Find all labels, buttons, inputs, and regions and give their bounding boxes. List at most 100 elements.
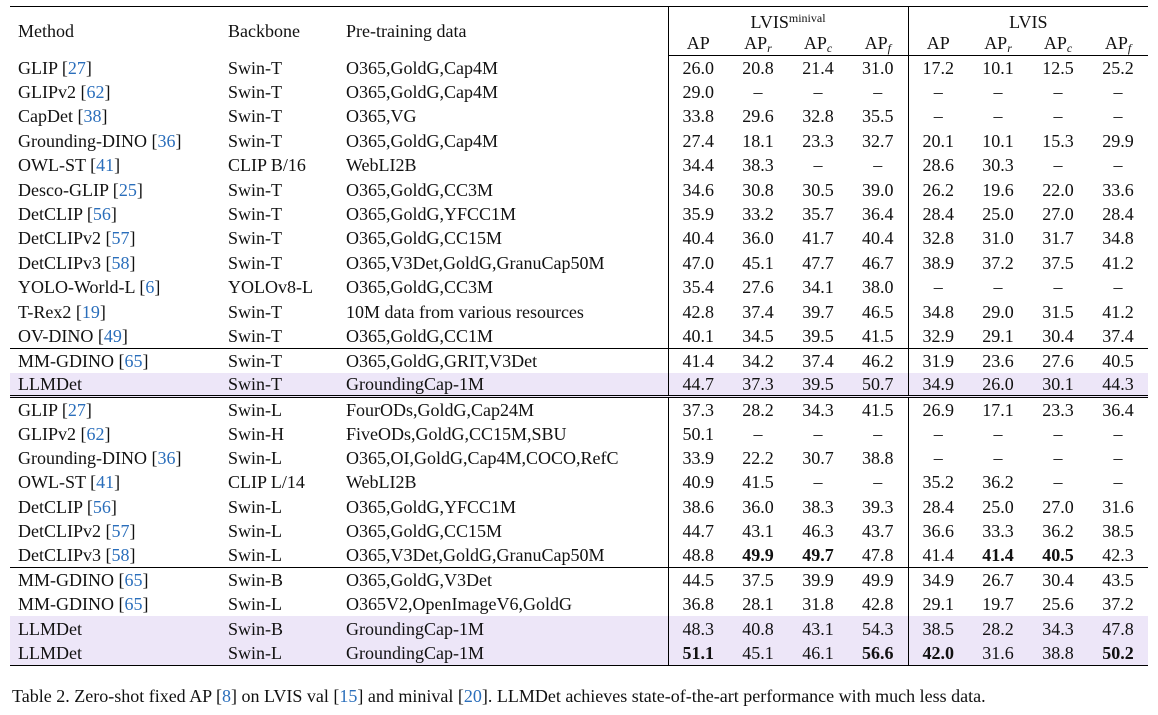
value-cell: – bbox=[813, 82, 823, 103]
data-cell: WebLI2B bbox=[338, 153, 669, 178]
value-cell: 30.3 bbox=[982, 155, 1014, 176]
table-row: LLMDet Swin-B GroundingCap-1M 48.3 40.8 43.1 5… bbox=[10, 616, 1149, 641]
value-cell: 46.7 bbox=[848, 250, 909, 276]
table-section: MM-GDINO [65] Swin-T O365,GoldG,GRIT,V3Det… bbox=[10, 347, 1149, 397]
table-row: GLIP [27] Swin-T O365,GoldG,Cap4M 26.0 20.8 2… bbox=[10, 55, 1148, 80]
metric-header: APc bbox=[1028, 31, 1089, 56]
value-cell: 41.7 bbox=[802, 228, 834, 249]
table-row: OV-DINO [49] Swin-T O365,GoldG,CC1M 40.1 34.… bbox=[10, 323, 1148, 349]
citation: 27 bbox=[67, 399, 86, 420]
value-cell: 28.1 bbox=[742, 594, 774, 615]
value-cell: 40.4 bbox=[682, 228, 715, 249]
column-header: Method bbox=[10, 6, 220, 56]
data-cell: O365,GoldG,CC3M bbox=[338, 275, 669, 300]
method-name: ] bbox=[129, 521, 136, 542]
value-cell: 33.6 bbox=[1102, 179, 1134, 200]
data-cell: FiveODs,GoldG,CC15M,SBU bbox=[338, 421, 669, 446]
data-cell: O365,V3Det,GoldG,GranuCap50M bbox=[338, 543, 669, 568]
data-cell: O365,GoldG,CC1M bbox=[338, 323, 669, 349]
data-cell: O365,GoldG,CC15M bbox=[338, 226, 669, 251]
method-name: ] bbox=[142, 570, 149, 591]
citation: 41 bbox=[96, 155, 115, 176]
value-cell: – bbox=[848, 153, 909, 178]
method-cell: LLMDet bbox=[10, 616, 220, 641]
value-cell: 34.9 bbox=[908, 372, 969, 397]
method-name: ] bbox=[142, 350, 149, 371]
value-cell: 33.8 bbox=[682, 106, 715, 127]
metric-base: AP bbox=[803, 33, 827, 53]
value-cell: 29.9 bbox=[1102, 130, 1134, 151]
method-name: GLIP [ bbox=[18, 57, 68, 78]
backbone-cell: Swin-T bbox=[228, 204, 282, 225]
table-row: YOLO-World-L [6] YOLOv8-L O365,GoldG,CC3M 3… bbox=[10, 275, 1148, 300]
data-cell: O365,GoldG,CC3M bbox=[338, 177, 669, 202]
value-cell: 17.1 bbox=[968, 395, 1029, 422]
value-cell: 15.3 bbox=[1042, 130, 1074, 151]
value-cell: 43.7 bbox=[848, 518, 909, 544]
value-cell: 37.3 bbox=[728, 372, 788, 397]
value-cell: – bbox=[933, 423, 943, 444]
value-cell: 18.1 bbox=[742, 130, 774, 151]
value-cell: 36.4 bbox=[1088, 395, 1149, 422]
value-cell: – bbox=[1113, 277, 1123, 298]
value-cell: 34.1 bbox=[802, 277, 834, 298]
value-cell: 39.9 bbox=[788, 567, 848, 593]
method-name: T-Rex2 [ bbox=[18, 301, 82, 322]
data-cell: O365,GoldG,YFCC1M bbox=[338, 201, 669, 227]
value-cell: 32.9 bbox=[922, 325, 955, 346]
caption-text: ]. LLMDet achieves state-of-the-art perf… bbox=[481, 686, 986, 706]
value-cell: 56.6 bbox=[848, 640, 909, 666]
value-cell: 23.3 bbox=[1028, 395, 1089, 422]
method-name: ] bbox=[129, 252, 136, 273]
value-cell: 50.7 bbox=[848, 372, 909, 397]
method-cell: T-Rex2 [19] bbox=[10, 299, 220, 323]
backbone-cell: Swin-L bbox=[228, 496, 282, 517]
metric-header: APf bbox=[848, 31, 909, 56]
value-cell: – bbox=[1053, 82, 1063, 103]
value-cell: 34.4 bbox=[682, 155, 715, 176]
value-cell: – bbox=[753, 82, 763, 103]
value-cell: 44.7 bbox=[668, 372, 728, 397]
value-cell: 33.3 bbox=[982, 521, 1014, 542]
value-cell: 37.4 bbox=[788, 347, 848, 373]
value-cell: 20.1 bbox=[922, 130, 955, 151]
method-name: ] bbox=[85, 57, 92, 78]
data-cell: O365,GoldG,Cap4M bbox=[338, 128, 669, 154]
method-name: Grounding-DINO [ bbox=[18, 130, 158, 151]
value-cell: 31.8 bbox=[802, 594, 834, 615]
value-cell: 38.8 bbox=[1028, 640, 1089, 666]
method-name: OWL-ST [ bbox=[18, 472, 97, 493]
method-cell: LLMDet bbox=[10, 372, 220, 397]
value-cell: 27.4 bbox=[682, 130, 715, 151]
table-row: DetCLIPv2 [57] Swin-L O365,GoldG,CC15M 44.7… bbox=[10, 518, 1148, 544]
citation: 58 bbox=[111, 545, 130, 566]
value-cell: 29.1 bbox=[982, 325, 1014, 346]
value-cell: – bbox=[1053, 277, 1063, 298]
value-cell: 20.8 bbox=[742, 57, 774, 78]
value-cell: – bbox=[933, 82, 943, 103]
value-cell: – bbox=[813, 155, 823, 176]
backbone-cell: Swin-L bbox=[228, 447, 282, 468]
table-row: LLMDet Swin-T GroundingCap-1M 44.7 37.3 39.5 5… bbox=[10, 372, 1149, 397]
caption-text: Table 2. Zero-shot fixed AP [ bbox=[12, 686, 223, 706]
metric-subscript: r bbox=[767, 41, 772, 55]
table-header: Method Backbone Pre-training data LVISminiv… bbox=[10, 6, 1149, 56]
value-cell: – bbox=[993, 423, 1003, 444]
table-row: Desco-GLIP [25] Swin-T O365,GoldG,CC3M 34.6… bbox=[10, 177, 1148, 202]
value-cell: 26.0 bbox=[682, 57, 715, 78]
value-cell: 30.8 bbox=[742, 179, 774, 200]
backbone-cell: Swin-T bbox=[228, 228, 282, 249]
citation: 8 bbox=[222, 686, 232, 706]
data-cell: WebLI2B bbox=[338, 470, 669, 495]
value-cell: 42.3 bbox=[1102, 545, 1134, 566]
value-cell: 44.5 bbox=[668, 567, 728, 593]
method-name: DetCLIPv2 [ bbox=[18, 228, 112, 249]
metric-base: AP bbox=[1104, 33, 1128, 53]
table-row: OWL-ST [41] CLIP B/16 WebLI2B 34.4 38.3– –28.… bbox=[10, 153, 1148, 178]
data-cell: FourODs,GoldG,Cap24M bbox=[338, 395, 669, 422]
value-cell: 51.1 bbox=[668, 640, 728, 666]
citation: 38 bbox=[83, 106, 102, 127]
value-cell: 36.8 bbox=[682, 594, 715, 615]
value-cell: – bbox=[753, 423, 763, 444]
data-cell: GroundingCap-1M bbox=[338, 372, 669, 397]
